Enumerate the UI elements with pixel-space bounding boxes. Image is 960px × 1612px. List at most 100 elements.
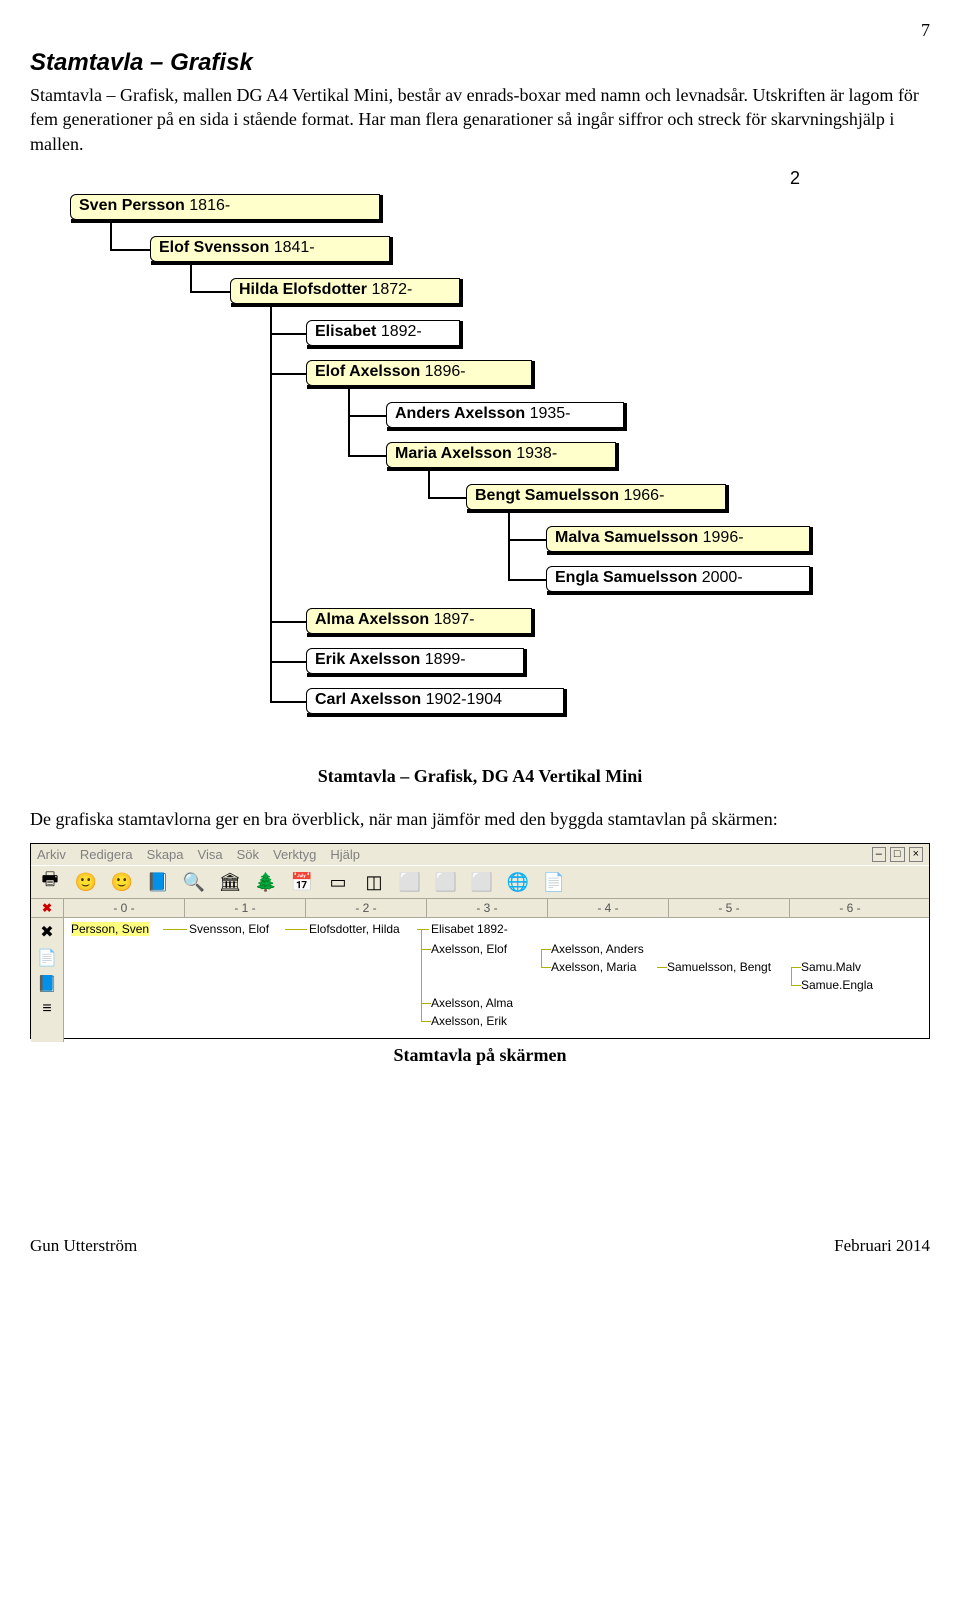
- toolbar-icon[interactable]: ▭: [325, 870, 351, 894]
- node-years: 1896-: [425, 363, 466, 380]
- screen-tree-label[interactable]: Axelsson, Anders: [551, 942, 644, 956]
- screen-tree-line: [791, 967, 792, 985]
- gen-column-header: - 0 -: [63, 899, 184, 917]
- toolbar-icon[interactable]: 🙂: [109, 870, 135, 894]
- window-button[interactable]: –: [872, 847, 886, 862]
- node-name: Elisabet: [315, 323, 381, 340]
- screen-tree-line: [791, 967, 801, 968]
- screen-tree-line: [421, 949, 431, 950]
- screen-tree-label[interactable]: Elofsdotter, Hilda: [309, 922, 400, 936]
- tree-connector: [270, 661, 306, 663]
- toolbar-icon[interactable]: 📅: [289, 870, 315, 894]
- screen-tree-label[interactable]: Axelsson, Maria: [551, 960, 636, 974]
- node-name: Elof Svensson: [159, 239, 274, 256]
- gen-column-header: - 2 -: [305, 899, 426, 917]
- screen-tree-line: [417, 929, 429, 930]
- node-name: Hilda Elofsdotter: [239, 281, 371, 298]
- toolbar-icon[interactable]: ◫: [361, 870, 387, 894]
- tree-connector: [110, 220, 112, 249]
- tree-connector: [508, 579, 546, 581]
- tree-connector: [190, 262, 192, 291]
- screen-tree-line: [541, 949, 551, 950]
- toolbar-icon[interactable]: 🙂: [73, 870, 99, 894]
- screen-tree-label[interactable]: Persson, Sven: [71, 922, 149, 936]
- toolbar-icon[interactable]: 🔍: [181, 870, 207, 894]
- node-years: 1966-: [623, 487, 664, 504]
- side-icon[interactable]: 📘: [37, 974, 57, 994]
- node-name: Bengt Samuelsson: [475, 487, 623, 504]
- menu-bar: Arkiv Redigera Skapa Visa Sök Verktyg Hjälp –□ ×: [31, 844, 929, 866]
- toolbar-icon[interactable]: ⬜: [433, 870, 459, 894]
- tree-connector: [348, 415, 386, 417]
- intro-paragraph: Stamtavla – Grafisk, mallen DG A4 Vertik…: [30, 83, 930, 156]
- tree-node: Alma Axelsson 1897-: [306, 608, 532, 634]
- node-name: Carl Axelsson: [315, 691, 426, 708]
- menu-item[interactable]: Arkiv: [37, 847, 66, 862]
- node-years: 1872-: [371, 281, 412, 298]
- screen-tree-line: [163, 929, 187, 930]
- screen-tree-label[interactable]: Axelsson, Erik: [431, 1014, 507, 1028]
- side-icon[interactable]: ✖: [40, 922, 53, 942]
- tree-diagram: 2 Sven Persson 1816-Elof Svensson 1841-H…: [30, 168, 930, 758]
- screen-tree-label[interactable]: Samu.Malv: [801, 960, 861, 974]
- close-row-icon[interactable]: ✖: [31, 899, 63, 917]
- tree-node: Elisabet 1892-: [306, 320, 460, 346]
- toolbar-icon[interactable]: 📄: [541, 870, 567, 894]
- screen-tree-label[interactable]: Svensson, Elof: [189, 922, 269, 936]
- section-title: Stamtavla – Grafisk: [30, 49, 930, 77]
- node-name: Alma Axelsson: [315, 611, 434, 628]
- tree-node: Anders Axelsson 1935-: [386, 402, 624, 428]
- footer-author: Gun Utterström: [30, 1236, 137, 1256]
- gen-column-header: - 3 -: [426, 899, 547, 917]
- toolbar-icon[interactable]: 🏛: [217, 870, 243, 894]
- menu-item[interactable]: Visa: [198, 847, 223, 862]
- tree-connector: [110, 249, 150, 251]
- footer-date: Februari 2014: [834, 1236, 930, 1256]
- figure-caption-2: Stamtavla på skärmen: [30, 1045, 930, 1066]
- tree-node: Hilda Elofsdotter 1872-: [230, 278, 460, 304]
- screen-tree-label[interactable]: Elisabet 1892-: [431, 922, 508, 936]
- menu-item[interactable]: Hjälp: [330, 847, 360, 862]
- toolbar-icon[interactable]: ⬜: [469, 870, 495, 894]
- toolbar-icon[interactable]: 🌲: [253, 870, 279, 894]
- toolbar-icon[interactable]: 🌐: [505, 870, 531, 894]
- tree-connector: [270, 304, 272, 701]
- menu-item[interactable]: Skapa: [147, 847, 184, 862]
- toolbar-icon[interactable]: 🖶: [37, 870, 63, 894]
- tree-node: Sven Persson 1816-: [70, 194, 380, 220]
- toolbar: 🖶 🙂 🙂 📘 🔍 🏛 🌲 📅 ▭ ◫ ⬜ ⬜ ⬜ 🌐 📄: [31, 866, 929, 899]
- tree-node: Carl Axelsson 1902-1904: [306, 688, 564, 714]
- screen-tree-label[interactable]: Axelsson, Alma: [431, 996, 513, 1010]
- side-icon[interactable]: 📄: [37, 948, 57, 968]
- node-years: 1935-: [530, 405, 571, 422]
- page-footer: Gun Utterström Februari 2014: [30, 1236, 930, 1256]
- toolbar-icon[interactable]: ⬜: [397, 870, 423, 894]
- menu-item[interactable]: Sök: [237, 847, 259, 862]
- window-controls: –□ ×: [872, 847, 923, 862]
- node-years: 1897-: [434, 611, 475, 628]
- tree-connector: [270, 373, 306, 375]
- screen-tree-label[interactable]: Axelsson, Elof: [431, 942, 507, 956]
- tree-connector: [270, 701, 306, 703]
- screen-tree-line: [285, 929, 307, 930]
- window-button[interactable]: □: [890, 847, 905, 862]
- tree-connector: [508, 510, 510, 579]
- tree-node: Elof Axelsson 1896-: [306, 360, 532, 386]
- tree-connector: [270, 621, 306, 623]
- gen-column-header: - 6 -: [789, 899, 910, 917]
- menu-item[interactable]: Verktyg: [273, 847, 316, 862]
- screen-tree-label[interactable]: Samuelsson, Bengt: [667, 960, 771, 974]
- node-name: Malva Samuelsson: [555, 529, 703, 546]
- window-button[interactable]: ×: [909, 847, 923, 862]
- node-name: Maria Axelsson: [395, 445, 516, 462]
- side-icon[interactable]: ≡: [42, 1000, 51, 1018]
- tree-connector: [348, 455, 386, 457]
- toolbar-icon[interactable]: 📘: [145, 870, 171, 894]
- screen-tree-line: [421, 1003, 431, 1004]
- screen-tree-label[interactable]: Samue.Engla: [801, 978, 873, 992]
- tree-page-number: 2: [790, 168, 800, 189]
- menu-item[interactable]: Redigera: [80, 847, 133, 862]
- figure-caption-1: Stamtavla – Grafisk, DG A4 Vertikal Mini: [30, 766, 930, 787]
- node-years: 1899-: [425, 651, 466, 668]
- node-years: 1892-: [381, 323, 422, 340]
